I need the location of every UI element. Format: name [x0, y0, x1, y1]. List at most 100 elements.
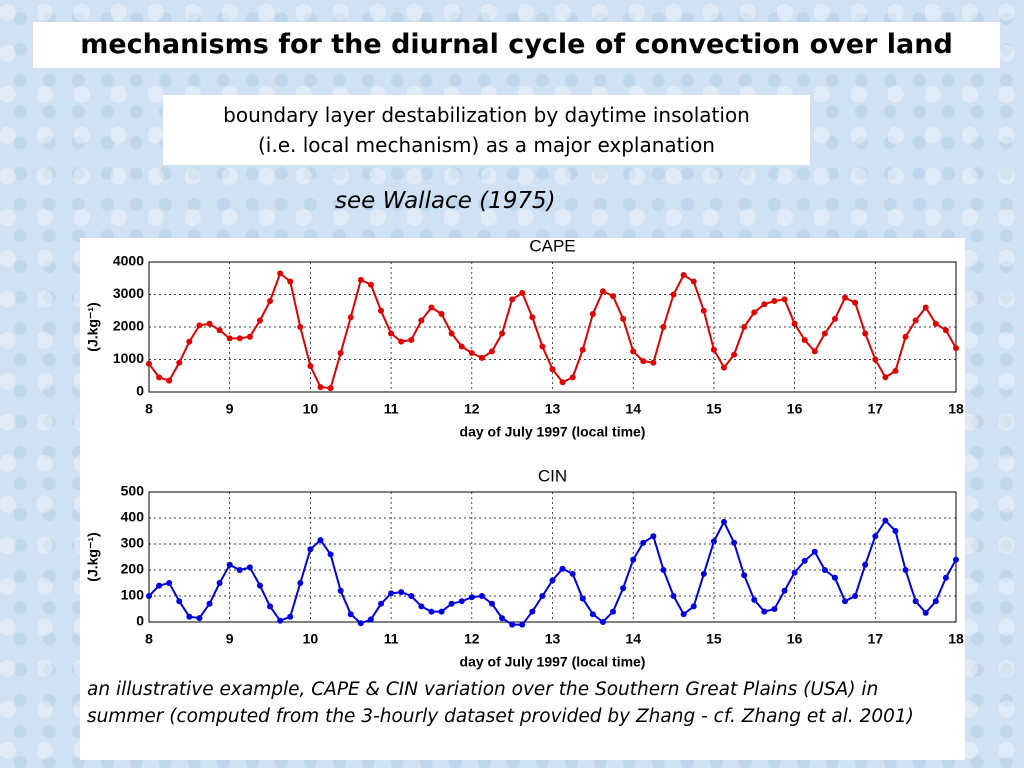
x-tick-label: 12 — [464, 631, 480, 647]
data-point — [640, 358, 647, 365]
x-tick-label: 13 — [545, 401, 561, 417]
data-point — [690, 278, 697, 285]
y-tick-label: 100 — [121, 587, 145, 603]
data-point — [297, 580, 304, 586]
data-point — [801, 557, 808, 564]
data-point — [166, 377, 173, 384]
y-tick-label: 4000 — [113, 253, 144, 269]
x-tick-label: 14 — [625, 631, 641, 647]
reference: see Wallace (1975) — [335, 188, 556, 214]
data-point — [156, 582, 163, 589]
y-tick-label: 500 — [121, 483, 145, 499]
y-tick-label: 2000 — [113, 318, 144, 334]
x-tick-label: 12 — [464, 401, 480, 417]
subtitle: boundary layer destabilization by daytim… — [163, 95, 810, 165]
data-point — [751, 596, 758, 603]
x-tick-label: 18 — [948, 401, 964, 417]
data-point — [277, 270, 284, 277]
data-point — [781, 296, 788, 303]
x-tick-label: 10 — [303, 401, 319, 417]
data-point — [821, 330, 828, 337]
data-point — [842, 598, 849, 605]
data-point — [650, 533, 657, 540]
data-point — [176, 359, 183, 366]
data-point — [287, 613, 294, 620]
data-point — [771, 606, 778, 612]
data-point — [620, 585, 627, 592]
data-point — [186, 338, 193, 345]
data-point — [892, 367, 899, 374]
data-point — [710, 538, 717, 545]
data-point — [509, 621, 516, 628]
x-tick-label: 8 — [145, 401, 153, 417]
data-point — [499, 330, 506, 337]
data-point — [196, 322, 203, 329]
data-point — [267, 298, 274, 304]
chart-title: CAPE — [529, 236, 575, 255]
data-point — [811, 348, 818, 355]
x-tick-label: 8 — [145, 631, 153, 647]
data-point — [166, 580, 173, 586]
data-point — [357, 620, 364, 627]
caption: an illustrative example, CAPE & CIN vari… — [87, 679, 914, 727]
data-point — [872, 356, 879, 363]
chart-title: CIN — [538, 466, 567, 485]
data-point — [610, 293, 617, 300]
data-point — [196, 615, 203, 622]
data-point — [882, 517, 889, 524]
data-point — [630, 556, 637, 563]
data-point — [529, 608, 536, 615]
data-point — [277, 617, 284, 624]
data-point — [246, 333, 253, 340]
data-point — [337, 350, 344, 356]
data-point — [549, 366, 556, 373]
data-point — [206, 320, 213, 327]
data-point — [438, 608, 445, 615]
data-point — [378, 600, 385, 607]
data-point — [640, 539, 647, 546]
data-point — [912, 317, 919, 324]
data-point — [731, 351, 738, 358]
data-point — [862, 330, 869, 337]
data-point — [630, 348, 637, 355]
data-point — [226, 335, 233, 342]
data-point — [549, 577, 556, 584]
data-point — [428, 304, 435, 311]
y-axis-label: (J.kg⁻¹) — [85, 532, 101, 581]
data-point — [579, 595, 586, 602]
subtitle-line: (i.e. local mechanism) as a major explan… — [257, 133, 715, 157]
data-point — [146, 360, 152, 367]
data-point — [589, 311, 596, 317]
data-point — [509, 296, 516, 303]
data-point — [367, 281, 374, 288]
data-point — [710, 346, 717, 353]
data-point — [842, 294, 849, 301]
data-point — [367, 616, 374, 623]
data-point — [620, 315, 627, 322]
data-point — [529, 314, 536, 321]
data-point — [468, 350, 475, 356]
x-axis-label: day of July 1997 (local time) — [460, 654, 646, 670]
data-point — [317, 384, 324, 391]
x-tick-label: 18 — [948, 631, 964, 647]
data-point — [831, 574, 838, 581]
y-tick-label: 3000 — [113, 285, 144, 301]
data-point — [741, 324, 748, 330]
data-point — [932, 598, 939, 605]
data-point — [902, 567, 909, 573]
plot-frame — [148, 261, 957, 393]
data-point — [458, 598, 465, 605]
data-point — [398, 589, 405, 596]
data-point — [680, 272, 687, 278]
data-point — [438, 311, 445, 317]
data-point — [852, 299, 859, 306]
data-point — [307, 546, 314, 553]
x-tick-label: 10 — [303, 631, 319, 647]
y-axis-label: (J.kg⁻¹) — [85, 302, 101, 351]
x-tick-label: 11 — [384, 631, 399, 647]
data-point — [236, 567, 243, 573]
data-point — [539, 343, 546, 350]
data-point — [458, 343, 465, 350]
data-point — [156, 374, 163, 381]
data-point — [388, 590, 395, 597]
